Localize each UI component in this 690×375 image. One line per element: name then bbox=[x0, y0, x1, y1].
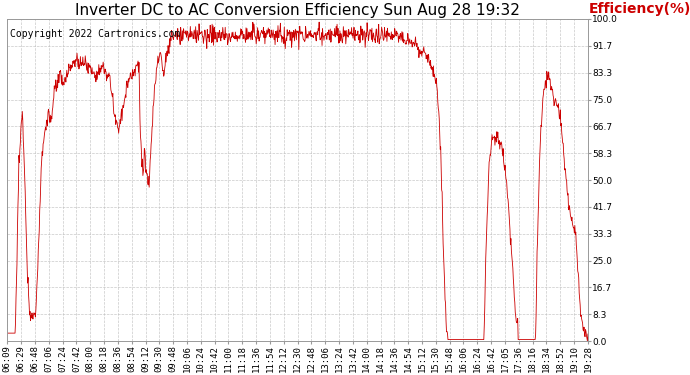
Title: Inverter DC to AC Conversion Efficiency Sun Aug 28 19:32: Inverter DC to AC Conversion Efficiency … bbox=[75, 3, 520, 18]
Text: Copyright 2022 Cartronics.com: Copyright 2022 Cartronics.com bbox=[10, 28, 181, 39]
Y-axis label: Efficiency(%): Efficiency(%) bbox=[589, 2, 690, 16]
